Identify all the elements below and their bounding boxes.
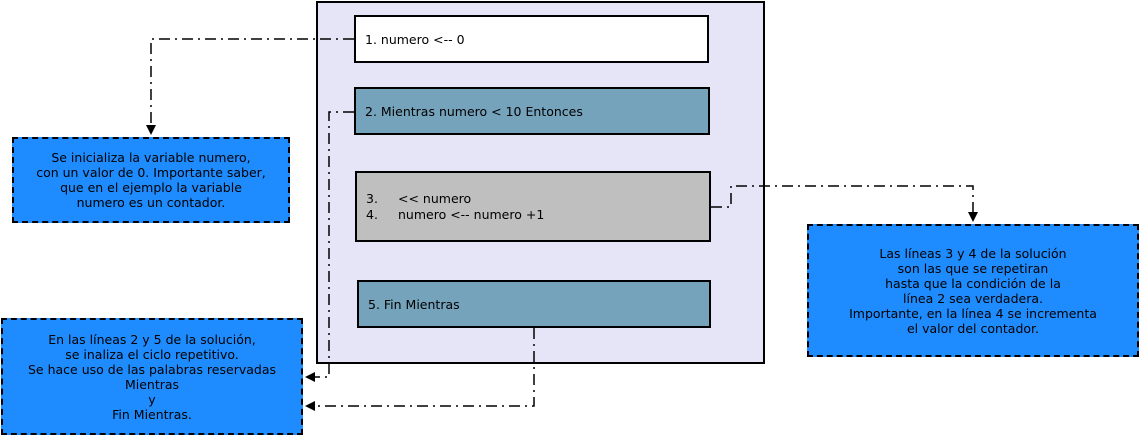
note-loop-keywords: En las líneas 2 y 5 de la solución, se i… bbox=[1, 318, 303, 435]
step-3-text: << numero bbox=[398, 190, 472, 206]
step-3-row: 3. << numero bbox=[366, 191, 471, 207]
step-1-text: 1. numero <-- 0 bbox=[365, 31, 465, 47]
step-4-number: 4. bbox=[366, 206, 378, 222]
step-5-box: 5. Fin Mientras bbox=[357, 280, 711, 328]
connector-step1-to-note1 bbox=[146, 38, 354, 135]
note-initialization-text: Se inicializa la variable numero, con un… bbox=[36, 150, 266, 210]
connector-step5-to-note3 bbox=[305, 328, 535, 411]
note-loop-keywords-text: En las líneas 2 y 5 de la solución, se i… bbox=[28, 331, 276, 422]
step-4-row: 4. numero <-- numero +1 bbox=[366, 207, 544, 223]
step-3-4-box: 3. << numero 4. numero <-- numero +1 bbox=[355, 171, 711, 242]
step-2-box: 2. Mientras numero < 10 Entonces bbox=[354, 87, 710, 135]
step-5-text: 5. Fin Mientras bbox=[368, 296, 460, 312]
connector-step34-to-note2 bbox=[711, 185, 978, 222]
connector-step2-to-note3 bbox=[305, 111, 354, 382]
step-4-text: numero <-- numero +1 bbox=[398, 206, 545, 222]
step-2-text: 2. Mientras numero < 10 Entonces bbox=[365, 103, 583, 119]
note-repetition-text: Las líneas 3 y 4 de la solución son las … bbox=[849, 245, 1097, 336]
step-1-box: 1. numero <-- 0 bbox=[354, 15, 709, 63]
note-repetition: Las líneas 3 y 4 de la solución son las … bbox=[807, 224, 1139, 357]
step-3-number: 3. bbox=[366, 190, 378, 206]
note-initialization: Se inicializa la variable numero, con un… bbox=[12, 137, 290, 223]
